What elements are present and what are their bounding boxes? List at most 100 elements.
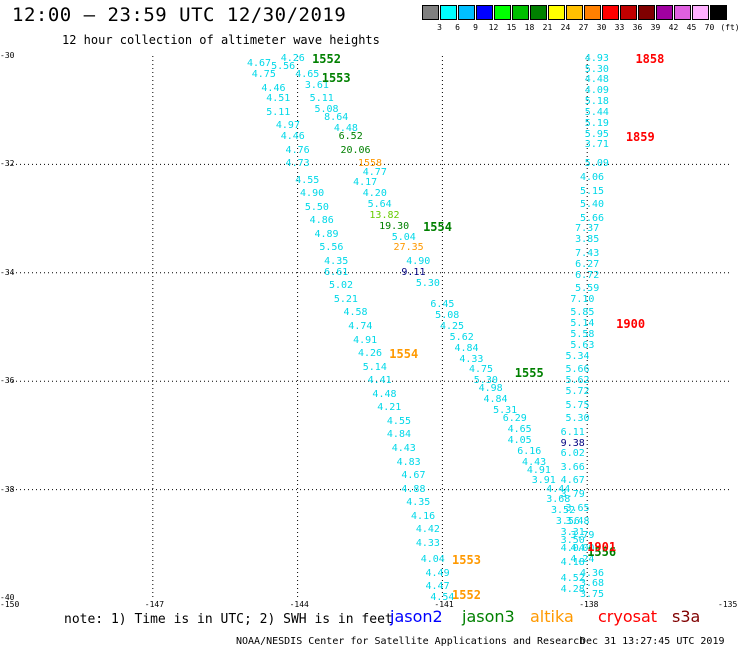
wave-height-value: 4.35 bbox=[406, 497, 431, 509]
wave-height-value: 7.43 bbox=[575, 247, 600, 259]
legend-label: 30 bbox=[596, 23, 607, 32]
wave-height-value: 6.02 bbox=[560, 448, 585, 460]
wave-height-value: 5.14 bbox=[362, 361, 387, 373]
legend-swatch bbox=[656, 5, 673, 20]
wave-height-value: 6.72 bbox=[575, 269, 600, 281]
wave-height-value: 6.29 bbox=[502, 413, 527, 425]
wave-height-value: 4.97 bbox=[275, 120, 300, 132]
wave-height-value: 4.42 bbox=[415, 524, 440, 536]
wave-height-value: 1558 bbox=[357, 158, 383, 170]
wave-height-value: 5.30 bbox=[415, 277, 440, 289]
wave-height-value: 6.16 bbox=[517, 445, 542, 457]
wave-height-value: 4.04 bbox=[560, 543, 585, 555]
wave-height-value: 5.56 bbox=[271, 60, 296, 72]
wave-height-value: 3.75 bbox=[579, 589, 605, 601]
wave-height-value: 4.90 bbox=[300, 188, 325, 200]
legend-swatch bbox=[584, 5, 601, 20]
wave-height-value: 3.65 bbox=[565, 502, 590, 514]
wave-height-value: 4.28 bbox=[560, 583, 585, 595]
legend-label: 45 bbox=[686, 23, 697, 32]
note-text: note: 1) Time is in UTC; 2) SWH is in fe… bbox=[64, 612, 393, 627]
wave-height-value: 5.58 bbox=[570, 329, 595, 341]
wave-height-value: 4.84 bbox=[454, 342, 479, 354]
wave-height-value: 5.34 bbox=[565, 350, 590, 362]
wave-height-value: 4.09 bbox=[584, 85, 609, 97]
wave-height-value: 4.54 bbox=[430, 592, 455, 603]
wave-height-value: 4.77 bbox=[362, 166, 387, 178]
wave-height-value: 4.88 bbox=[401, 483, 426, 495]
wave-height-value: 8.64 bbox=[324, 112, 349, 124]
legend-swatch bbox=[620, 5, 637, 20]
wave-height-value: 13.82 bbox=[369, 209, 400, 221]
legend-label: 36 bbox=[632, 23, 643, 32]
legend-label: 39 bbox=[650, 23, 661, 32]
legend-swatch bbox=[458, 5, 475, 20]
wave-height-value: 4.33 bbox=[415, 537, 440, 549]
wave-height-value: 5.44 bbox=[584, 106, 609, 118]
wave-height-value: 4.58 bbox=[343, 307, 368, 319]
wave-height-value: 5.66 bbox=[579, 212, 605, 224]
pass-time-label: 1555 bbox=[514, 366, 544, 381]
pass-time-label: 1901 bbox=[587, 539, 617, 554]
legend-label: 24 bbox=[560, 23, 571, 32]
wave-height-value: 9.11 bbox=[401, 266, 426, 278]
wave-height-value: 5.18 bbox=[584, 96, 609, 108]
y-tick-label: -36 bbox=[0, 376, 15, 386]
wave-height-value: 5.04 bbox=[391, 231, 416, 243]
wave-height-value: 20.06 bbox=[340, 144, 371, 156]
wave-height-value: 4.26 bbox=[357, 348, 383, 360]
wave-height-value: 4.84 bbox=[483, 394, 508, 406]
wave-height-value: 5.09 bbox=[584, 158, 609, 170]
legend-swatch bbox=[692, 5, 709, 20]
wave-height-value: 3.48 bbox=[565, 516, 590, 528]
wave-height-value: 3.79 bbox=[570, 529, 595, 541]
wave-height-value: 4.83 bbox=[396, 456, 421, 468]
timestamp: Dec 31 13:27:45 UTC 2019 bbox=[580, 636, 725, 647]
legend-label: 27 bbox=[578, 23, 589, 32]
legend-swatch bbox=[494, 5, 511, 20]
wave-height-value: 9.38 bbox=[560, 437, 585, 449]
legend-swatch bbox=[674, 5, 691, 20]
pass-time-label: 1858 bbox=[635, 51, 665, 66]
wave-height-value: 3.61 bbox=[304, 79, 329, 91]
y-tick-label: -34 bbox=[0, 267, 15, 277]
wave-height-value: 4.55 bbox=[295, 174, 320, 186]
wave-height-value: 4.98 bbox=[478, 383, 503, 395]
wave-height-value: 3.31 bbox=[560, 526, 585, 538]
wave-height-value: 4.48 bbox=[372, 388, 397, 400]
wave-height-value: 4.33 bbox=[459, 353, 484, 365]
legend-label: 18 bbox=[524, 23, 535, 32]
wave-height-value: 4.04 bbox=[420, 554, 445, 566]
wave-height-value: 27.35 bbox=[393, 242, 424, 254]
wave-height-value: 4.49 bbox=[425, 567, 450, 579]
pass-time-label: 1553 bbox=[321, 70, 351, 85]
wave-height-value: 5.64 bbox=[367, 199, 392, 211]
wave-height-value: 4.67 bbox=[560, 475, 585, 487]
wave-height-value: 4.46 bbox=[280, 131, 305, 143]
wave-height-value: 4.26 bbox=[280, 52, 305, 64]
legend-label: 6 bbox=[455, 23, 460, 32]
y-tick-label: -40 bbox=[0, 593, 15, 602]
wave-height-value: 4.46 bbox=[261, 82, 286, 94]
x-tick-label: -141 bbox=[434, 600, 454, 609]
wave-height-value: 5.85 bbox=[570, 307, 595, 319]
wave-height-value: 3.68 bbox=[546, 494, 571, 506]
wave-height-value: 4.44 bbox=[546, 483, 571, 495]
wave-height-value: 4.05 bbox=[507, 434, 532, 446]
legend-swatch bbox=[530, 5, 547, 20]
wave-height-value: 3.50 bbox=[560, 535, 585, 547]
wave-height-value: 4.73 bbox=[285, 158, 310, 170]
wave-height-value: 5.66 bbox=[565, 364, 590, 376]
chart-title: 12:00 – 23:59 UTC 12/30/2019 bbox=[12, 4, 347, 26]
satellite-label: cryosat bbox=[598, 607, 658, 626]
legend-label: 12 bbox=[488, 23, 499, 32]
wave-height-value: 6.27 bbox=[575, 258, 600, 270]
wave-height-value: 4.18 bbox=[560, 556, 585, 568]
wave-height-value: 4.36 bbox=[579, 567, 605, 579]
wave-height-value: 4.00 bbox=[570, 543, 595, 555]
legend-swatch bbox=[710, 5, 727, 20]
x-tick-label: -138 bbox=[579, 600, 599, 609]
wave-height-value: 7.10 bbox=[570, 293, 595, 305]
wave-height-value: 4.76 bbox=[285, 144, 310, 156]
